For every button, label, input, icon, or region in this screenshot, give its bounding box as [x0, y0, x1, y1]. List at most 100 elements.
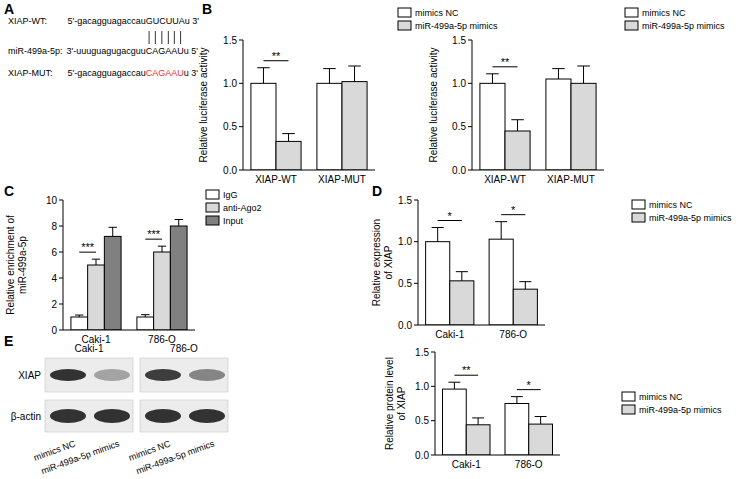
bar: [251, 83, 276, 170]
legend-label: miR-499a-5p mimics: [639, 405, 722, 415]
panel-label: C: [4, 183, 14, 199]
error-stem: [461, 272, 462, 281]
x-tick-label: 786-O: [515, 459, 543, 470]
y-tick: [414, 325, 418, 326]
error-cap: [75, 315, 83, 316]
legend-swatch: [206, 216, 219, 225]
sequence-suffix: u 3': [185, 16, 200, 26]
error-cap: [552, 68, 565, 69]
y-tick: [468, 83, 472, 84]
error-bar: [552, 69, 565, 79]
error-bar: [511, 120, 524, 131]
error-cap: [535, 416, 547, 417]
y-tick: [468, 126, 472, 127]
y-tick: [239, 83, 243, 84]
x-axis: [435, 455, 560, 456]
legend-swatch: [625, 21, 638, 30]
x-tick-label: Caki-1: [435, 329, 464, 340]
chart: **0.00.51.01.5XIAP-WTXIAP-MUTRelative lu…: [428, 8, 725, 185]
y-tick-label: 1.5: [398, 195, 412, 206]
error-stem: [178, 220, 179, 227]
error-bar: [348, 66, 361, 82]
y-tick-label: 1.5: [452, 35, 466, 46]
error-bar: [75, 315, 83, 317]
bar: [489, 239, 513, 325]
chart: **0.00.51.01.5XIAP-WTXIAP-MUTRelative lu…: [198, 8, 498, 185]
error-stem: [112, 227, 113, 236]
plot-marks: [251, 66, 367, 170]
legend-label: IgG: [223, 190, 238, 200]
bar: [466, 425, 490, 455]
plot-marks: [480, 66, 596, 170]
y-tick-label: 0.5: [452, 121, 466, 132]
x-tick-label: XIAP-MUT: [318, 174, 366, 185]
plot-marks: [426, 222, 538, 325]
y-tick: [59, 304, 63, 305]
x-axis: [63, 330, 195, 331]
bar: [154, 252, 171, 330]
bar: [529, 424, 553, 455]
bar: [137, 317, 154, 330]
x-tick-label: 786-O: [499, 329, 527, 340]
error-bar: [448, 382, 460, 389]
y-tick: [431, 386, 435, 387]
bar: [505, 131, 530, 170]
y-axis-label: Relative protein level: [384, 357, 395, 450]
y-tick-label: 4: [51, 273, 57, 284]
error-cap: [486, 73, 499, 74]
y-axis: [435, 352, 436, 455]
x-tick-label: XIAP-WT: [255, 174, 297, 185]
error-stem: [492, 74, 493, 84]
error-cap: [456, 271, 468, 272]
sequence-seed-line: GUCUUAu 3': [146, 16, 200, 26]
sequence-prefix: 5'-gacagguagaccau: [68, 68, 146, 78]
pairing-bar: [155, 31, 156, 44]
sequence-name: XIAP-WT:: [8, 16, 47, 26]
legend-swatch: [206, 190, 219, 199]
y-tick-label: 0.5: [415, 415, 429, 426]
y-tick: [59, 330, 63, 331]
bar: [317, 83, 342, 170]
y-tick: [414, 241, 418, 242]
error-cap: [348, 66, 361, 67]
figure: ABCDEXIAP-WT:5'-gacagguagaccaumiR-499a-5…: [0, 0, 739, 479]
y-tick: [468, 40, 472, 41]
legend-label: miR-499a-5p mimics: [415, 21, 498, 31]
bar: [480, 83, 505, 170]
western-blot: Caki-1786-OXIAPβ-actinmimics NCmiR-499a-…: [11, 343, 228, 476]
sequence-seed: GUCUUA: [146, 16, 185, 26]
panel-label: A: [4, 1, 14, 17]
legend-swatch: [398, 8, 411, 17]
bar: [450, 281, 474, 325]
y-tick-label: 0.0: [398, 320, 412, 331]
y-tick: [59, 252, 63, 253]
y-tick-label: 2: [51, 299, 57, 310]
chart: ******0246810Caki-1786-ORelative enrichm…: [5, 190, 262, 345]
error-bar: [92, 259, 100, 265]
error-stem: [517, 120, 518, 131]
chart: **0.00.51.01.5Caki-1786-ORelative expres…: [371, 195, 732, 341]
lane-label: miR-499a-5p mimics: [135, 438, 216, 476]
error-bar: [109, 227, 117, 236]
y-tick-label: 0.0: [415, 450, 429, 461]
sequence-seed: CAGAAU: [146, 68, 184, 78]
pairing-bar: [161, 31, 162, 44]
error-stem: [583, 66, 584, 83]
y-axis-label: of XIAP: [396, 386, 407, 420]
error-cap: [158, 246, 166, 247]
y-axis-label: Relative luciferase activity: [428, 47, 439, 162]
significance: *: [511, 204, 516, 216]
sequence-seed-line: CAGAAUu 3': [146, 68, 199, 78]
error-bar: [432, 228, 444, 242]
y-tick-label: 0.0: [223, 165, 237, 176]
sequence-name: XIAP-MUT:: [8, 68, 53, 78]
blot-band: [50, 369, 86, 381]
x-tick-label: XIAP-MUT: [547, 174, 595, 185]
legend-swatch: [398, 21, 411, 30]
chart: ***0.00.51.01.5Caki-1786-ORelative prote…: [384, 347, 722, 471]
blot-band: [94, 369, 130, 381]
error-cap: [519, 281, 531, 282]
error-stem: [437, 228, 438, 242]
legend-swatch: [625, 8, 638, 17]
y-axis-label: Relative enrichment of: [5, 215, 16, 315]
